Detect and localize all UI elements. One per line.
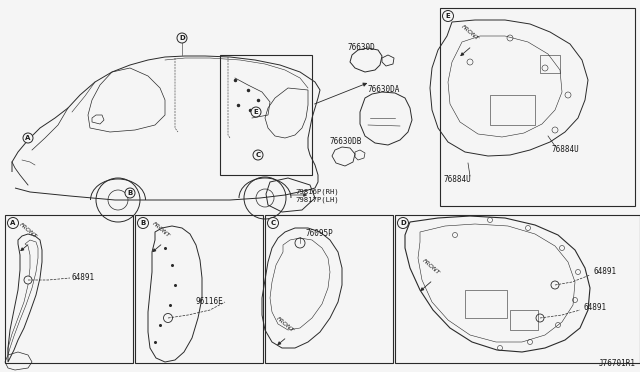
Text: C: C (271, 220, 276, 226)
Text: 64891: 64891 (583, 304, 606, 312)
Circle shape (138, 218, 148, 228)
Bar (490, 95, 535, 125)
Text: 76884U: 76884U (552, 145, 580, 154)
Text: B: B (140, 220, 146, 226)
Text: 79817P(LH): 79817P(LH) (295, 197, 339, 203)
Text: 96116E: 96116E (195, 298, 223, 307)
Text: D: D (400, 220, 406, 226)
Text: 76630D: 76630D (348, 44, 376, 52)
Bar (540, 55, 560, 73)
Circle shape (268, 218, 278, 228)
Bar (440, 8, 635, 206)
Text: 64891: 64891 (593, 267, 616, 276)
Circle shape (397, 218, 408, 228)
Text: FRONT: FRONT (275, 315, 295, 333)
Text: 79816P(RH): 79816P(RH) (295, 189, 339, 195)
Circle shape (177, 33, 187, 43)
Text: FRONT: FRONT (421, 258, 441, 276)
Circle shape (251, 107, 261, 117)
Circle shape (8, 218, 19, 228)
Text: 76630DB: 76630DB (330, 138, 362, 147)
Circle shape (253, 150, 263, 160)
Text: A: A (10, 220, 16, 226)
Bar (510, 310, 538, 330)
Text: 64891: 64891 (72, 273, 95, 282)
Text: 76630DA: 76630DA (368, 86, 401, 94)
Text: 76884U: 76884U (444, 176, 472, 185)
Text: FRONT: FRONT (151, 221, 171, 239)
Circle shape (23, 133, 33, 143)
Text: B: B (127, 190, 132, 196)
Bar (135, 215, 263, 363)
Text: 76095P: 76095P (305, 228, 333, 237)
Circle shape (536, 314, 544, 322)
Bar (395, 215, 640, 363)
Circle shape (163, 314, 173, 323)
Bar (465, 290, 507, 318)
Circle shape (295, 238, 305, 248)
Bar (220, 55, 312, 175)
Bar (5, 215, 133, 363)
Text: J76701R1: J76701R1 (599, 359, 636, 368)
Circle shape (24, 276, 32, 284)
Text: C: C (255, 152, 260, 158)
Text: A: A (26, 135, 31, 141)
Bar (265, 215, 393, 363)
Text: E: E (445, 13, 451, 19)
Text: FRONT: FRONT (18, 221, 38, 239)
Text: D: D (179, 35, 185, 41)
Circle shape (442, 10, 454, 22)
Circle shape (551, 281, 559, 289)
Text: E: E (253, 109, 259, 115)
Circle shape (125, 188, 135, 198)
Text: FRONT: FRONT (460, 24, 480, 42)
